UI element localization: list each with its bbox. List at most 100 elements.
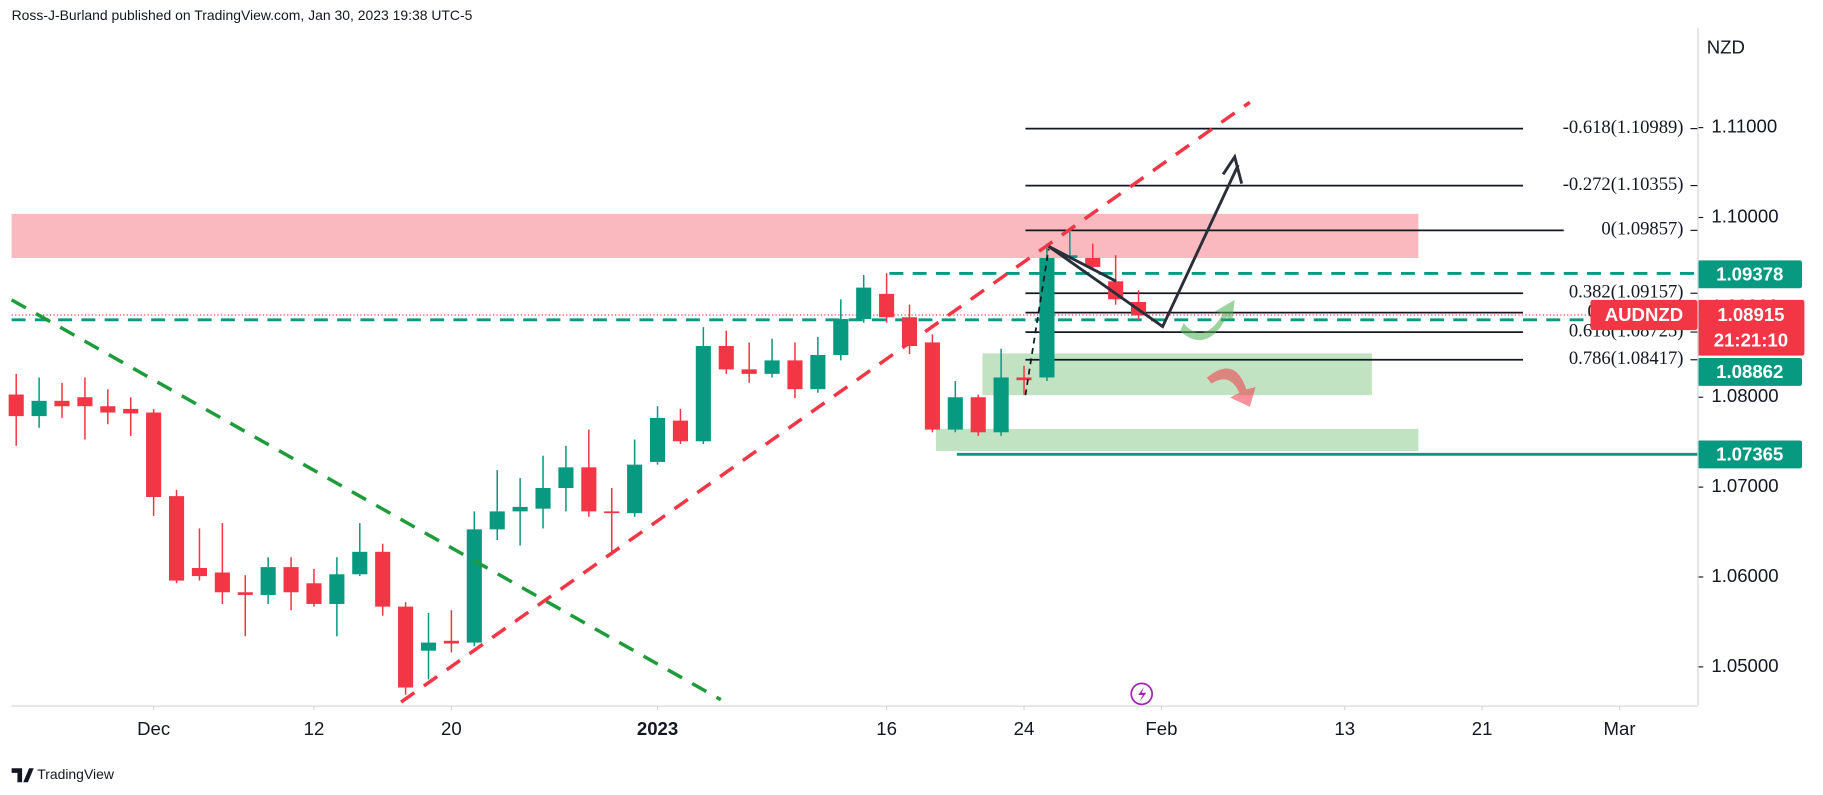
candle-body (764, 360, 780, 374)
currency: NZD (1707, 37, 1745, 58)
symbol-tag (1590, 299, 1698, 331)
candle-body (352, 551, 368, 575)
x-tick-label: 12 (304, 718, 325, 739)
fib-label: -0.272(1.10355) (1563, 174, 1684, 195)
candle-body (741, 369, 757, 374)
projection-arrow (1047, 164, 1240, 329)
x-tick-label: 24 (1014, 718, 1035, 739)
footer: TradingView (37, 766, 115, 782)
y-tick-label: 1.10000 (1711, 205, 1778, 226)
trend-line (400, 100, 1251, 704)
candle-body (123, 408, 139, 414)
level-tag (1697, 357, 1803, 386)
candle-body (535, 488, 551, 509)
event-icon (1130, 682, 1154, 706)
y-tick-label: 1.11000 (1711, 116, 1777, 137)
candle-body (329, 574, 345, 604)
plot: 1.050001.060001.070001.080001.090001.100… (8, 116, 1779, 739)
candle-body (879, 293, 895, 318)
candle-body (833, 319, 849, 355)
price-tag-label: 1.08915 (1717, 304, 1784, 325)
candle-body (649, 417, 666, 462)
price-labels: 1.09378 1.08862 1.07365 AUDNZD 1.08915 21:21:… (1590, 260, 1805, 469)
candle-body (31, 400, 47, 417)
candle-body (993, 377, 1009, 433)
candle-body (168, 496, 185, 581)
price-tag (1697, 299, 1805, 356)
projection (1048, 245, 1117, 283)
candle-body (581, 467, 597, 512)
projection (1024, 248, 1050, 396)
candle-body (924, 342, 940, 430)
fib-label: 0(1.09857) (1601, 219, 1683, 240)
candle-body (695, 346, 711, 442)
candle-body (237, 592, 253, 595)
candle-body (1039, 257, 1055, 378)
level-tag-label: 1.09378 (1716, 263, 1783, 284)
trend-line (10, 298, 722, 702)
fib-label: 0.382(1.09157) (1569, 282, 1684, 303)
level-tag (1697, 440, 1803, 469)
candle-body (443, 640, 459, 644)
level-tag (1697, 260, 1803, 289)
candle-body (856, 287, 872, 320)
support-zone (935, 428, 1419, 451)
x-tick-label: 16 (876, 718, 897, 739)
candle-body (191, 567, 208, 577)
candle-body (77, 397, 93, 407)
candle-body (489, 511, 505, 530)
x-tick-label: Dec (137, 718, 170, 739)
candle-body (604, 511, 620, 514)
x-tick-label: 13 (1334, 718, 1355, 739)
candle-body (787, 360, 803, 390)
candle-body (1016, 377, 1032, 381)
candle-body (375, 551, 391, 607)
candle-body (512, 506, 528, 512)
y-tick-label: 1.07000 (1711, 475, 1778, 496)
symbol-tag-label: AUDNZD (1605, 304, 1683, 325)
candle-body (1085, 257, 1101, 267)
candle-body (306, 583, 322, 604)
candle-body (398, 606, 414, 688)
logo-mark (11, 768, 34, 783)
x-tick-label: Mar (1604, 718, 1636, 739)
y-tick-label: 1.05000 (1711, 655, 1778, 676)
x-tick-label: 21 (1472, 718, 1493, 739)
x-tick-label: 2023 (637, 718, 678, 739)
candle-body (146, 412, 162, 497)
candle-body (8, 394, 24, 417)
event-icon (1138, 686, 1147, 703)
level-tag-label: 1.07365 (1716, 444, 1783, 465)
logo: TradingView (11, 766, 115, 783)
candle-body (100, 406, 116, 413)
down-arrow (1206, 368, 1256, 407)
candle-body (466, 529, 482, 643)
up-arrow (1180, 299, 1235, 341)
header: Ross-J-Burland published on TradingView.… (12, 7, 473, 23)
candle-body (214, 572, 230, 593)
candle-body (627, 464, 643, 514)
fib-label: 0.786(1.08417) (1569, 348, 1684, 369)
resistance-zone (11, 213, 1419, 259)
level-tag-label: 1.08862 (1716, 361, 1783, 382)
candle-body (672, 420, 689, 442)
candle-body (283, 567, 299, 593)
y-tick-label: 1.08000 (1711, 385, 1778, 406)
candle-body (54, 400, 70, 407)
candle-body (420, 642, 437, 651)
x-tick-label: 20 (441, 718, 462, 739)
fib-label: -0.618(1.10989) (1563, 117, 1684, 138)
candle-body (260, 567, 276, 595)
candle-body (970, 397, 986, 433)
countdown: 21:21:10 (1714, 330, 1788, 351)
candle-body (810, 354, 826, 390)
candle-body (718, 346, 734, 370)
x-tick-label: Feb (1145, 718, 1177, 739)
arrow-head (1221, 153, 1244, 185)
y-tick-label: 1.06000 (1711, 565, 1778, 586)
annotations (10, 100, 1256, 706)
candle-body (947, 397, 963, 430)
candle-body (558, 467, 574, 489)
